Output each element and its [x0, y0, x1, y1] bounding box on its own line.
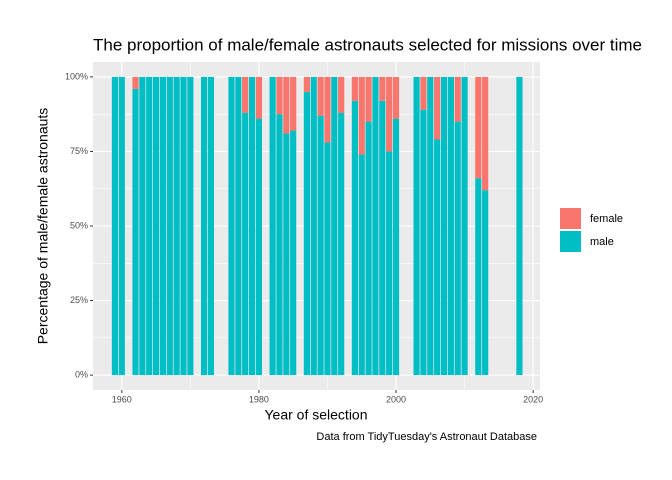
bar	[434, 139, 441, 376]
bar	[303, 91, 310, 376]
bar	[255, 76, 262, 119]
bar	[324, 76, 331, 143]
bar	[379, 76, 386, 101]
bar	[228, 76, 235, 376]
x-tick-label: 2000	[386, 394, 406, 404]
bar	[269, 76, 276, 376]
bar	[516, 76, 523, 376]
bar	[386, 151, 393, 376]
bar	[392, 118, 400, 376]
bar	[152, 76, 160, 376]
bar	[139, 76, 146, 376]
x-tick-label: 1960	[112, 394, 132, 404]
bar	[324, 142, 331, 376]
bar	[290, 130, 297, 376]
bar	[420, 76, 427, 110]
bar	[427, 76, 434, 376]
bar	[235, 76, 242, 376]
y-tick-label: 0%	[75, 369, 88, 379]
bar	[283, 133, 290, 376]
bar	[420, 109, 427, 376]
y-tick-label: 100%	[65, 71, 88, 81]
bar	[351, 76, 358, 101]
bar	[482, 190, 489, 376]
y-tick-label: 25%	[70, 295, 88, 305]
bar	[248, 76, 256, 376]
legend-label: male	[590, 236, 614, 248]
bar	[173, 76, 180, 376]
bar	[365, 121, 372, 376]
bar	[159, 76, 167, 376]
legend-swatch	[560, 208, 581, 229]
bar	[290, 76, 297, 131]
bar	[461, 76, 468, 376]
bar	[331, 76, 338, 376]
bar	[365, 76, 372, 122]
bar	[482, 76, 489, 191]
bar	[132, 76, 139, 89]
bar	[283, 76, 290, 134]
bar	[310, 76, 317, 376]
x-axis-title: Year of selection	[265, 407, 368, 423]
bar	[276, 76, 283, 115]
bar	[207, 76, 215, 376]
bar	[338, 112, 345, 376]
bar	[276, 114, 283, 376]
bar	[255, 118, 262, 376]
bar	[379, 100, 386, 376]
bar	[434, 76, 441, 140]
bar	[358, 76, 365, 155]
y-tick-label: 50%	[70, 220, 88, 230]
bar	[413, 76, 420, 376]
bar	[447, 76, 454, 376]
bar	[440, 76, 448, 376]
bar	[317, 76, 324, 116]
x-tick-label: 2020	[523, 394, 543, 404]
bar	[386, 76, 393, 152]
legend-label: female	[590, 213, 623, 225]
bar	[317, 115, 324, 376]
bar	[242, 112, 249, 376]
bar	[358, 154, 365, 376]
bar	[303, 76, 310, 92]
bar	[132, 88, 139, 376]
bar	[200, 76, 208, 376]
chart-title: The proportion of male/female astronauts…	[93, 35, 642, 54]
bar	[454, 76, 461, 122]
bar	[111, 76, 119, 376]
bar	[475, 178, 482, 376]
bar	[242, 76, 249, 113]
y-axis-title: Percentage of male/female astronauts	[35, 108, 51, 345]
bar	[118, 76, 125, 376]
bar	[166, 76, 173, 376]
bar	[146, 76, 153, 376]
bar	[454, 121, 461, 376]
y-tick-label: 75%	[70, 146, 88, 156]
caption: Data from TidyTuesday's Astronaut Databa…	[316, 431, 537, 443]
bar	[187, 76, 194, 376]
bar	[180, 76, 187, 376]
bar	[338, 76, 345, 113]
bar	[475, 76, 482, 179]
legend-swatch	[560, 231, 581, 252]
bar	[351, 100, 358, 376]
bar	[392, 76, 400, 119]
bar	[372, 76, 379, 376]
x-tick-label: 1980	[249, 394, 269, 404]
